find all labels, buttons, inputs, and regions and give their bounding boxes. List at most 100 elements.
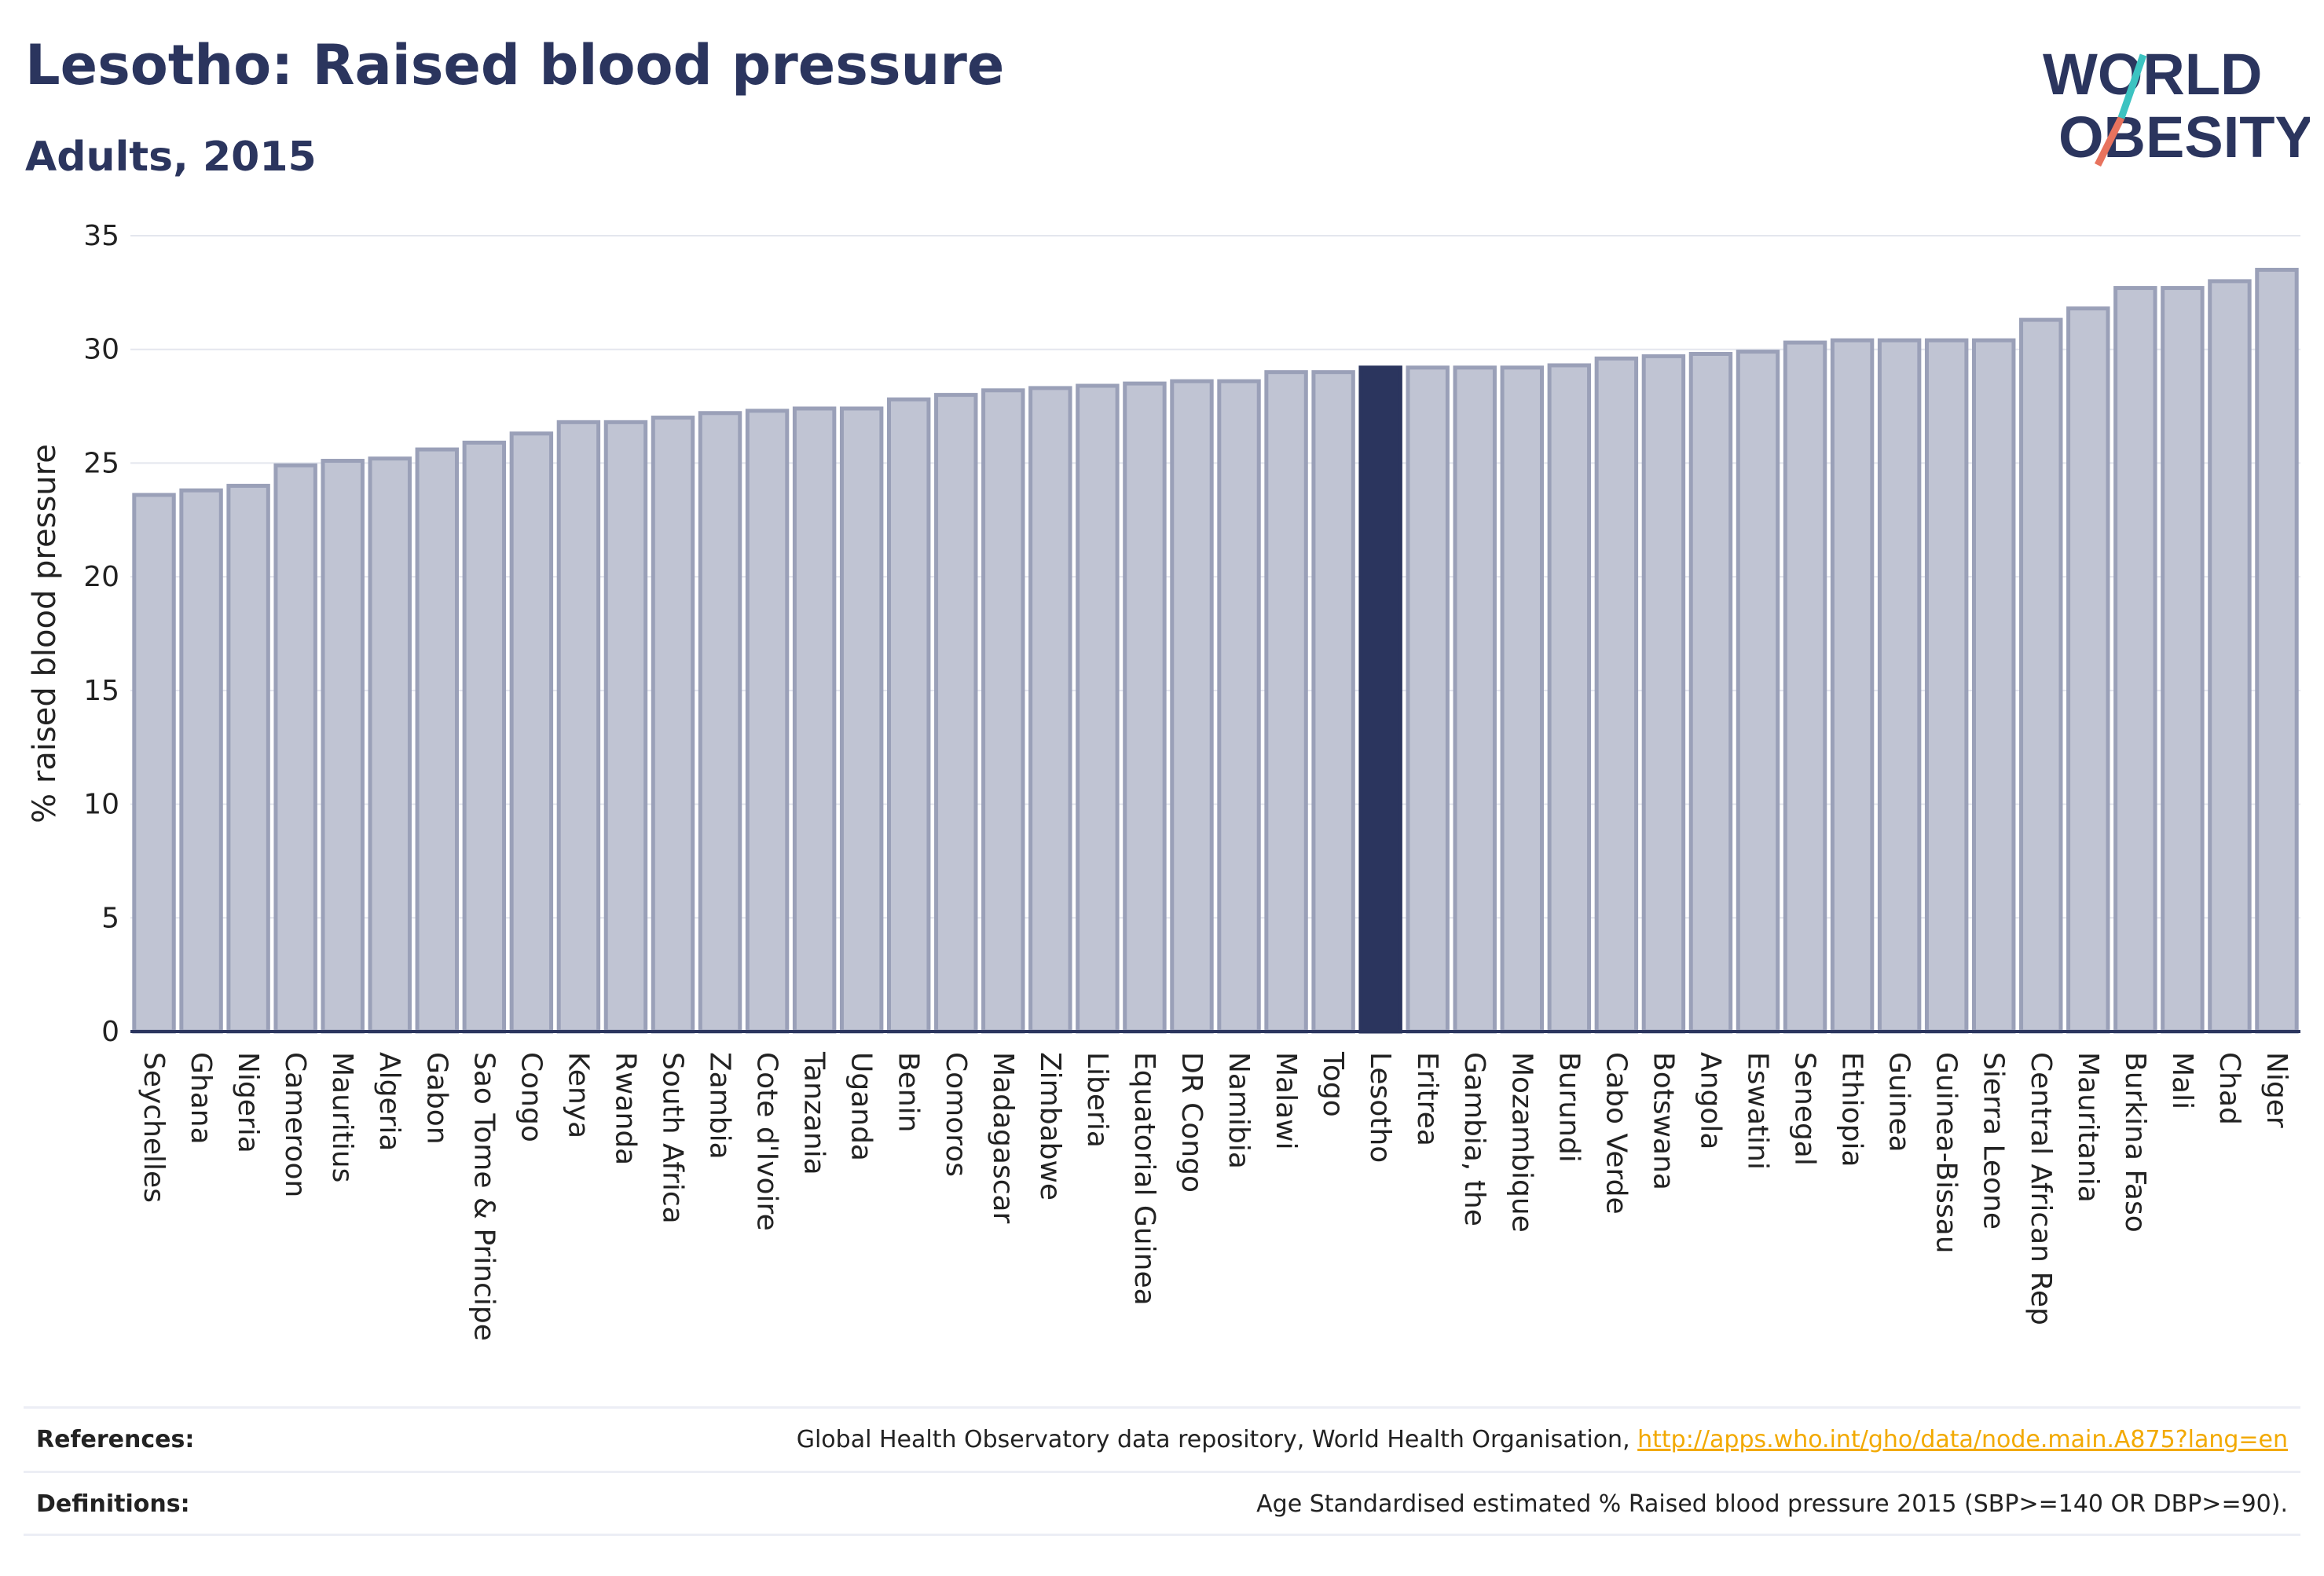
x-tick-label: Malawi bbox=[1270, 1052, 1302, 1150]
x-tick-label: Eritrea bbox=[1411, 1052, 1443, 1146]
bar-congo bbox=[509, 431, 554, 1034]
x-tick-label: Cabo Verde bbox=[1600, 1052, 1632, 1215]
x-tick-label: Rwanda bbox=[609, 1052, 641, 1165]
bar-eritrea bbox=[1406, 365, 1450, 1034]
x-tick-label: Sierra Leone bbox=[1978, 1052, 2010, 1230]
references-row: References: Global Health Observatory da… bbox=[24, 1406, 2300, 1470]
references-source: Global Health Observatory data repositor… bbox=[796, 1426, 1638, 1453]
x-tick-label: South Africa bbox=[657, 1052, 689, 1224]
x-tick-label: Kenya bbox=[562, 1052, 594, 1138]
bar-mauritius bbox=[321, 459, 365, 1034]
x-tick-label: Madagascar bbox=[987, 1052, 1019, 1224]
bar-mozambique bbox=[1500, 365, 1545, 1034]
bar-benin bbox=[886, 397, 931, 1034]
bar-botswana bbox=[1641, 354, 1686, 1034]
x-tick-label: Equatorial Guinea bbox=[1128, 1052, 1160, 1306]
x-tick-label: Guinea-Bissau bbox=[1930, 1052, 1963, 1254]
x-tick-label: Mozambique bbox=[1505, 1052, 1538, 1233]
bar-malawi bbox=[1264, 370, 1308, 1034]
x-tick-label: Niger bbox=[2260, 1052, 2293, 1128]
bar-madagascar bbox=[981, 388, 1025, 1034]
bar-guinea-bissau bbox=[1924, 338, 1969, 1034]
x-tick-label: Ghana bbox=[185, 1052, 217, 1145]
x-tick-label: Liberia bbox=[1081, 1052, 1113, 1148]
x-tick-label: Benin bbox=[893, 1052, 925, 1132]
logo-text-world: WORLD bbox=[2043, 42, 2263, 107]
x-tick-label: Gambia, the bbox=[1458, 1052, 1490, 1226]
bar-sierra-leone bbox=[1971, 338, 2016, 1034]
bar-cabo-verde bbox=[1594, 356, 1639, 1034]
y-tick-label: 20 bbox=[83, 561, 119, 593]
bar-cote-d-ivoire bbox=[745, 409, 790, 1034]
y-axis-ticks: 0 5 10 15 20 25 30 35 bbox=[83, 220, 119, 1048]
x-tick-label: Comoros bbox=[940, 1052, 972, 1177]
x-tick-label: Gabon bbox=[420, 1052, 453, 1145]
bar-lesotho bbox=[1358, 365, 1402, 1034]
x-tick-label: Angola bbox=[1694, 1052, 1726, 1149]
x-tick-label: Burundi bbox=[1552, 1052, 1585, 1163]
footer-divider bbox=[24, 1534, 2300, 1536]
references-link[interactable]: http://apps.who.int/gho/data/node.main.A… bbox=[1637, 1426, 2288, 1453]
x-tick-label: Central African Rep bbox=[2025, 1052, 2057, 1325]
bar-senegal bbox=[1783, 340, 1827, 1034]
bar-eswatini bbox=[1736, 350, 1780, 1034]
x-tick-label: Uganda bbox=[845, 1052, 878, 1161]
bar-sao-tome-principe bbox=[462, 440, 507, 1034]
bar-equatorial-guinea bbox=[1123, 381, 1167, 1034]
y-tick-label: 30 bbox=[83, 334, 119, 366]
x-tick-label: Mauritania bbox=[2072, 1052, 2104, 1203]
x-tick-label: Burkina Faso bbox=[2119, 1052, 2151, 1233]
x-tick-label: Nigeria bbox=[232, 1052, 264, 1153]
bar-burkina-faso bbox=[2113, 286, 2157, 1034]
y-tick-label: 0 bbox=[101, 1016, 119, 1048]
x-axis-ticks: Seychelles Ghana Nigeria Cameroon Mauritius A… bbox=[137, 1051, 2293, 1341]
definitions-label: Definitions: bbox=[36, 1490, 190, 1518]
x-tick-label: DR Congo bbox=[1175, 1052, 1208, 1193]
bar-burundi bbox=[1547, 363, 1592, 1034]
bar-seychelles bbox=[132, 493, 176, 1034]
bar-dr-congo bbox=[1170, 379, 1214, 1034]
x-tick-label: Algeria bbox=[373, 1052, 405, 1152]
bar-ethiopia bbox=[1830, 338, 1875, 1034]
definitions-row: Definitions: Age Standardised estimated … bbox=[24, 1471, 2300, 1534]
x-tick-label: Congo bbox=[515, 1052, 547, 1142]
bar-rwanda bbox=[603, 420, 648, 1034]
x-tick-label: Cote d'Ivoire bbox=[751, 1052, 783, 1231]
bar-niger bbox=[2255, 267, 2299, 1034]
x-tick-label: Cameroon bbox=[279, 1052, 311, 1197]
bar-guinea bbox=[1877, 338, 1922, 1034]
x-tick-label: Zimbabwe bbox=[1034, 1052, 1066, 1200]
x-tick-label: Mali bbox=[2166, 1052, 2198, 1109]
x-tick-label: Mauritius bbox=[326, 1052, 358, 1182]
bar-liberia bbox=[1076, 383, 1120, 1034]
bar-ghana bbox=[179, 488, 223, 1034]
bar-zambia bbox=[698, 411, 742, 1034]
bar-nigeria bbox=[226, 483, 270, 1034]
bar-angola bbox=[1688, 352, 1733, 1034]
bar-chart: 0 5 10 15 20 25 30 35 Seychelles Ghana Nigeria Cam… bbox=[27, 220, 2300, 1341]
x-tick-label: Chad bbox=[2213, 1052, 2245, 1125]
bar-algeria bbox=[368, 456, 412, 1034]
x-tick-label: Ethiopia bbox=[1836, 1052, 1868, 1167]
bar-south-africa bbox=[651, 416, 695, 1034]
bar-togo bbox=[1311, 370, 1355, 1034]
y-tick-label: 15 bbox=[83, 675, 119, 707]
x-tick-label: Tanzania bbox=[798, 1051, 830, 1175]
bar-gambia-the bbox=[1453, 365, 1497, 1034]
x-tick-label: Zambia bbox=[704, 1052, 736, 1160]
bar-comoros bbox=[934, 393, 978, 1034]
bar-tanzania bbox=[792, 406, 837, 1034]
y-tick-label: 10 bbox=[83, 789, 119, 821]
bar-chad bbox=[2208, 279, 2252, 1034]
x-tick-label: Senegal bbox=[1789, 1052, 1821, 1166]
x-tick-label: Seychelles bbox=[137, 1052, 170, 1203]
bar-gabon bbox=[415, 447, 460, 1034]
references-text: Global Health Observatory data repositor… bbox=[797, 1426, 2288, 1453]
x-tick-label: Lesotho bbox=[1364, 1052, 1396, 1163]
bar-mali bbox=[2161, 286, 2205, 1034]
page-title: Lesotho: Raised blood pressure bbox=[25, 33, 1005, 97]
page-subtitle: Adults, 2015 bbox=[25, 134, 317, 181]
definitions-text: Age Standardised estimated % Raised bloo… bbox=[1256, 1490, 2288, 1518]
x-tick-label: Botswana bbox=[1647, 1052, 1679, 1190]
world-obesity-logo: WORLD OBESITY bbox=[2043, 42, 2310, 170]
